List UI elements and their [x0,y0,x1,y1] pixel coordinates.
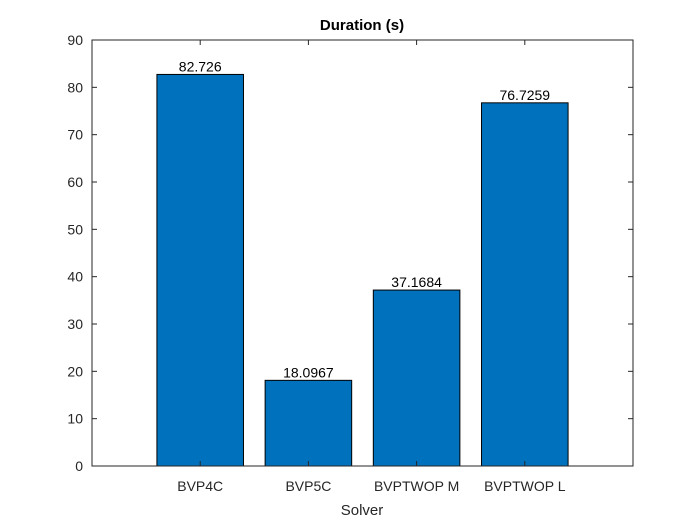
chart-title: Duration (s) [320,17,404,34]
bar [156,73,244,467]
bar [481,102,569,467]
axes-box [91,39,634,467]
axes-layer [91,39,634,467]
bar [372,289,461,467]
y-tick-label: 50 [67,221,83,237]
data-label: 18.0967 [283,364,334,380]
x-tick-label: BVP4C [177,478,223,494]
y-tick-label: 30 [67,316,83,332]
bars-layer [156,73,569,467]
x-axis-title: Solver [341,502,384,519]
bar [264,379,353,467]
y-tick-label: 80 [67,79,83,95]
y-tick-label: 0 [75,458,83,474]
y-tick-label: 60 [67,174,83,190]
y-tick-label: 40 [67,269,83,285]
y-tick-label: 90 [67,32,83,48]
y-tick-label: 20 [67,363,83,379]
x-tick-label: BVP5C [285,478,331,494]
x-tick-label: BVPTWOP M [374,478,459,494]
data-label: 76.7259 [499,87,550,103]
x-tick-label: BVPTWOP L [484,478,566,494]
data-label: 82.726 [179,58,222,74]
y-tick-label: 70 [67,127,83,143]
data-label: 37.1684 [391,274,442,290]
labels-layer: 82.726 BVP4C 18.0967 BVP5C 37.1684 BVPTWOP M 7… [67,32,565,494]
y-tick-label: 10 [67,411,83,427]
